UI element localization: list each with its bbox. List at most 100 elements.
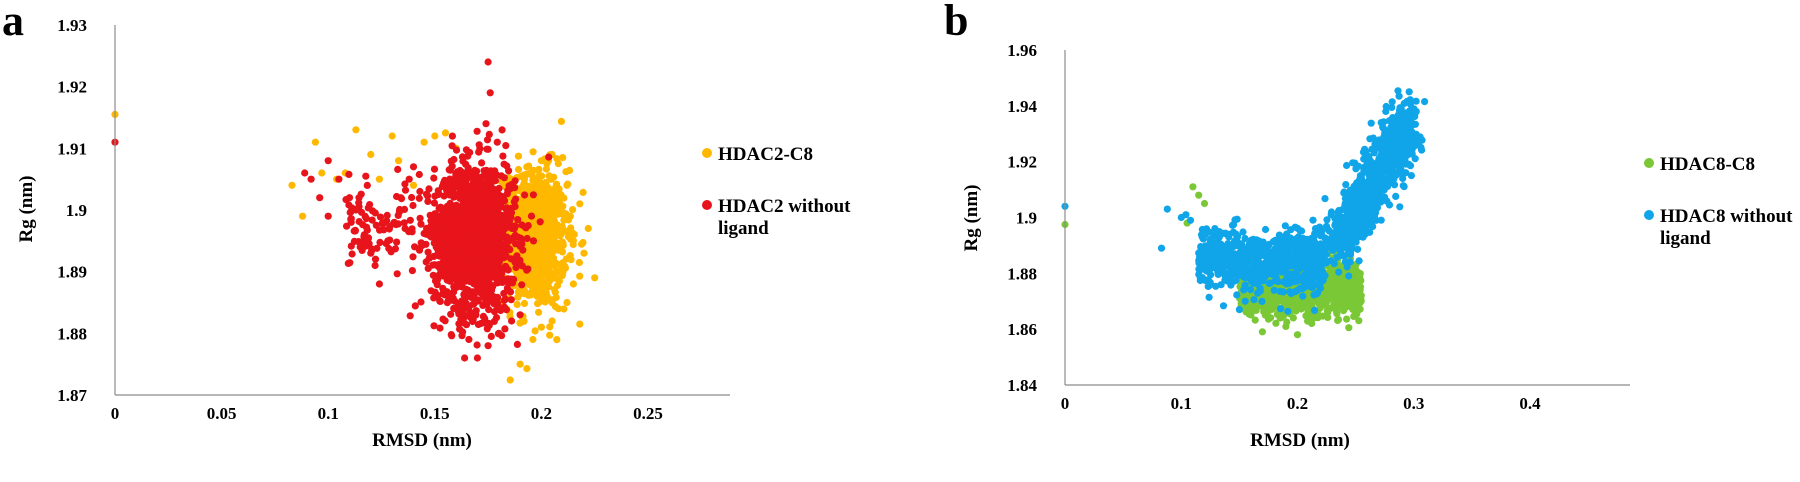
data-point [451,274,459,282]
data-point [1352,165,1360,173]
data-point [474,320,482,329]
chart-a-legend: HDAC2-C8 HDAC2 without ligand [702,144,851,239]
data-point [482,194,490,202]
data-point [449,233,457,241]
data-point [434,190,443,199]
data-point [1202,267,1211,275]
data-point [521,191,529,199]
data-point [527,212,536,220]
data-point [1343,263,1351,271]
data-point [1266,298,1274,306]
data-point [531,179,539,187]
data-point [569,280,578,288]
data-point [465,264,474,272]
data-point [417,220,425,228]
data-point [1250,296,1258,304]
data-point [1195,191,1203,199]
data-point [1258,264,1267,272]
data-point [503,162,511,170]
data-point [1222,247,1230,255]
chart-a-x-axis-title: RMSD (nm) [372,430,472,451]
data-point [1342,296,1351,304]
data-point [1272,319,1280,327]
data-point [545,212,553,220]
data-point [1350,275,1358,283]
y-tick-label: 1.87 [57,386,87,405]
data-point [409,181,418,189]
data-point [1327,208,1336,216]
data-point [364,204,372,212]
data-point [395,208,403,216]
data-point [563,298,571,307]
data-point [516,286,524,294]
data-point [1355,317,1363,325]
y-tick-label: 1.88 [57,324,87,343]
data-point [1305,311,1313,319]
data-point [576,272,584,280]
data-point [324,157,332,165]
data-point [428,227,436,235]
data-point [475,196,483,204]
data-point [1308,319,1316,327]
data-point [1254,280,1262,288]
data-point [1293,259,1302,268]
data-point [1345,272,1353,280]
data-point [529,237,538,245]
data-point [554,305,563,313]
data-point [576,200,584,208]
data-point [497,172,505,180]
data-point [527,228,535,236]
data-point [1323,216,1331,224]
data-point [391,245,399,253]
chart-b: b 1.841.861.881.91.921.941.96 0 0.1 0.2 0.3… [944,0,1793,451]
data-point [1319,276,1327,284]
data-point [544,252,552,260]
data-point [465,335,473,344]
data-point [447,251,455,259]
data-point [529,335,537,344]
data-point [1366,135,1374,143]
data-point [318,169,326,177]
data-point [409,201,417,210]
data-point [436,297,444,305]
data-point [516,311,524,319]
data-point [360,231,368,239]
data-point [490,192,498,201]
data-point [534,201,542,209]
data-point [548,317,556,325]
data-point [493,138,501,146]
data-point [316,194,324,202]
data-point [434,250,442,258]
data-point [474,296,482,304]
data-point [388,132,396,140]
data-point [380,226,388,234]
data-point [523,365,531,373]
data-point [467,221,475,229]
data-point [464,289,473,297]
y-tick-label: 1.91 [57,139,87,158]
data-point [1357,277,1365,285]
data-point [487,292,495,300]
data-point [436,324,444,332]
data-point [1394,87,1402,95]
data-point [514,152,523,160]
data-point [499,152,507,160]
data-point [485,248,494,256]
data-point [324,212,332,220]
data-point [417,239,425,247]
data-point [575,258,584,267]
data-point [546,323,554,331]
data-point [556,261,564,269]
data-point [383,211,391,219]
data-point [1245,240,1253,248]
data-point [561,264,570,272]
data-point [1289,314,1297,322]
data-point [535,308,543,316]
data-point [409,163,418,171]
data-point [483,182,492,190]
data-point [497,268,505,277]
data-point [346,259,354,267]
data-point [478,202,487,210]
data-point [343,222,351,230]
data-point [473,354,481,362]
